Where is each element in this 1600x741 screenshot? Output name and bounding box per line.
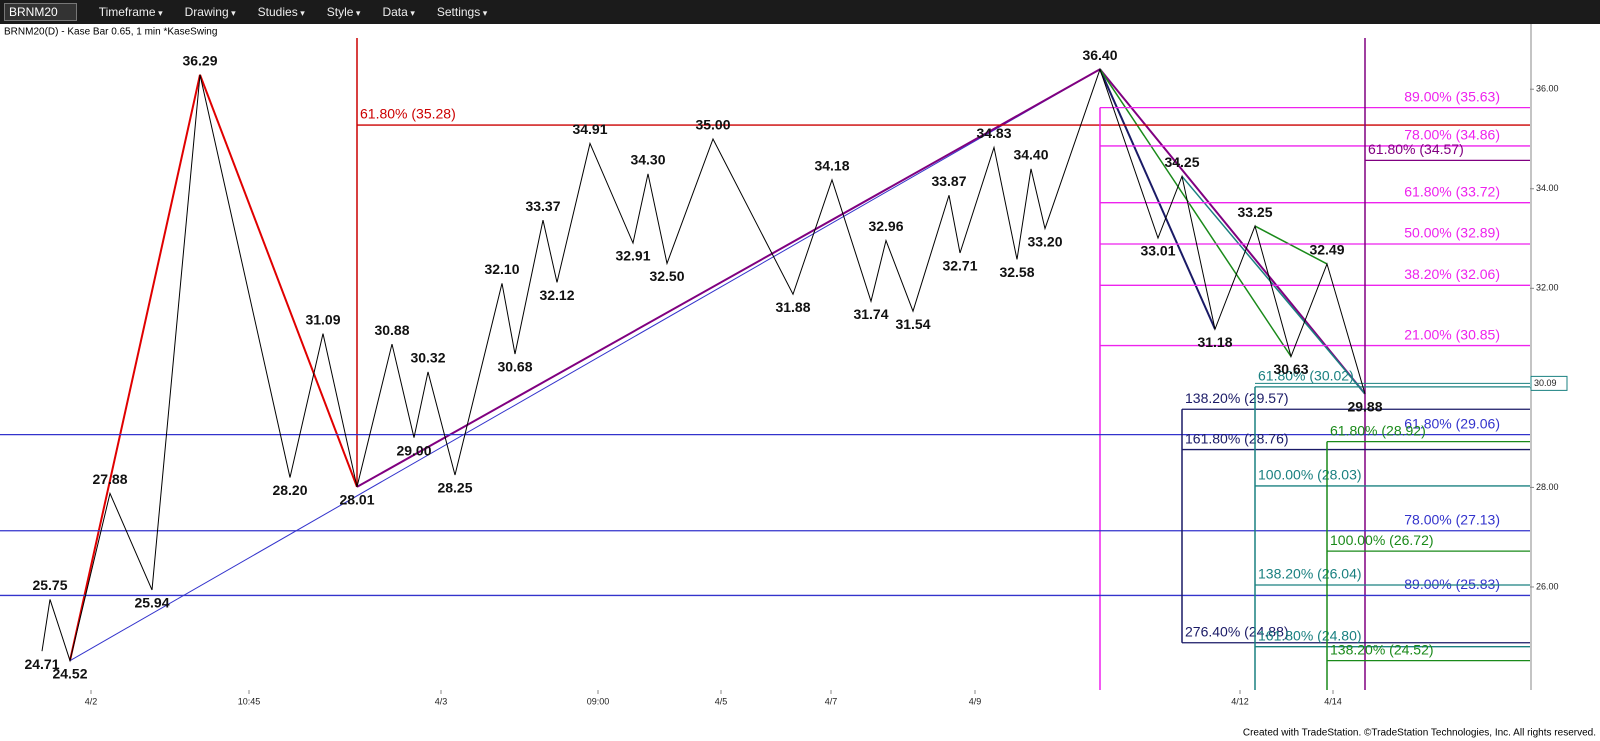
fib-label: 78.00% (27.13) (1404, 511, 1500, 527)
trend-line (1254, 225, 1328, 265)
fib-label: 78.00% (34.86) (1404, 127, 1500, 143)
swing-label: 33.37 (525, 198, 560, 214)
swing-label: 31.74 (853, 306, 888, 322)
chart: BRNM20(D) - Kase Bar 0.65, 1 min *KaseSw… (0, 24, 1596, 739)
swing-label: 31.88 (775, 299, 810, 315)
fib-label: 138.20% (29.57) (1185, 390, 1289, 406)
fib-label: 89.00% (25.83) (1404, 576, 1500, 592)
swing-label: 36.40 (1082, 47, 1117, 63)
swing-label: 27.88 (92, 471, 127, 487)
menu-item[interactable]: Studies (258, 5, 305, 19)
swing-label: 30.32 (410, 350, 445, 366)
trend-line (69, 74, 201, 661)
swing-label: 31.54 (895, 316, 930, 332)
symbol-box[interactable]: BRNM20 (4, 3, 77, 21)
x-tick-label: 4/14 (1324, 696, 1342, 706)
fib-label: 161.80% (28.76) (1185, 430, 1289, 446)
y-tick-label: 32.00 (1536, 283, 1559, 293)
last-price-box (1530, 375, 1568, 391)
swing-label: 34.91 (572, 121, 607, 137)
y-tick-label: 26.00 (1536, 581, 1559, 591)
fib-label: 38.20% (32.06) (1404, 266, 1500, 282)
swing-label: 25.75 (32, 577, 67, 593)
swing-label: 32.91 (615, 248, 650, 264)
swing-label: 29.00 (396, 442, 431, 458)
swing-label: 34.25 (1164, 154, 1199, 170)
menu-item[interactable]: Style (327, 5, 361, 19)
fib-label: 276.40% (24.88) (1185, 623, 1289, 639)
swing-label: 34.18 (814, 158, 849, 174)
swing-label: 30.88 (374, 322, 409, 338)
swing-label: 34.83 (976, 125, 1011, 141)
x-tick-label: 4/9 (969, 696, 982, 706)
swing-label: 33.25 (1237, 204, 1272, 220)
fib-label: 100.00% (26.72) (1330, 532, 1434, 548)
menu-item[interactable]: Data (382, 5, 414, 19)
y-tick-label: 28.00 (1536, 482, 1559, 492)
x-tick-label: 10:45 (238, 696, 261, 706)
swing-line (41, 67, 1366, 663)
swing-label: 32.50 (649, 268, 684, 284)
swing-label: 30.68 (497, 359, 532, 375)
trend-line (1099, 68, 1366, 395)
menu-item[interactable]: Timeframe (99, 5, 163, 19)
menu-item[interactable]: Drawing (185, 5, 236, 19)
fib-label: 61.80% (35.28) (360, 106, 456, 122)
fib-label: 61.80% (34.57) (1368, 141, 1464, 157)
swing-label: 31.09 (305, 311, 340, 327)
y-tick-label: 36.00 (1536, 84, 1559, 94)
swing-label: 28.25 (437, 480, 472, 496)
swing-label: 34.40 (1013, 147, 1048, 163)
swing-label: 31.18 (1197, 334, 1232, 350)
swing-label: 36.29 (182, 52, 217, 68)
toolbar: BRNM20 Timeframe Drawing Studies Style D… (0, 0, 1600, 24)
fib-label: 138.20% (24.52) (1330, 641, 1434, 657)
trend-line (199, 74, 358, 488)
swing-label: 24.71 (24, 656, 59, 672)
swing-label: 24.52 (52, 665, 87, 681)
fib-label: 89.00% (35.63) (1404, 88, 1500, 104)
x-tick-label: 4/2 (85, 696, 98, 706)
x-tick-label: 4/12 (1231, 696, 1249, 706)
swing-label: 25.94 (134, 595, 169, 611)
swing-label: 32.71 (942, 258, 977, 274)
swing-label: 32.96 (868, 218, 903, 234)
fib-label: 61.80% (28.92) (1330, 422, 1426, 438)
x-tick-label: 4/5 (715, 696, 728, 706)
swing-label: 30.63 (1273, 361, 1308, 377)
menu-item[interactable]: Settings (437, 5, 487, 19)
swing-label: 32.10 (484, 261, 519, 277)
fib-label: 100.00% (28.03) (1258, 467, 1362, 483)
swing-label: 33.20 (1027, 233, 1062, 249)
fib-label: 61.80% (30.02) (1258, 368, 1354, 384)
footer: Created with TradeStation. ©TradeStation… (1243, 728, 1596, 739)
chart-title: BRNM20(D) - Kase Bar 0.65, 1 min *KaseSw… (4, 27, 217, 38)
swing-label: 32.58 (999, 264, 1034, 280)
swing-label: 35.00 (695, 117, 730, 133)
fib-label: 50.00% (32.89) (1404, 225, 1500, 241)
trend-line (69, 68, 1101, 662)
fib-label: 61.80% (29.06) (1404, 415, 1500, 431)
trend-line (356, 68, 1101, 488)
fib-label: 61.80% (33.72) (1404, 183, 1500, 199)
x-tick-label: 4/3 (435, 696, 448, 706)
swing-label: 32.49 (1309, 242, 1344, 258)
last-price-label: 30.09 (1534, 378, 1557, 388)
fib-label: 138.20% (26.04) (1258, 566, 1362, 582)
swing-label: 28.20 (272, 482, 307, 498)
trend-line (1099, 68, 1292, 357)
swing-label: 33.01 (1140, 243, 1175, 259)
swing-label: 34.30 (630, 152, 665, 168)
x-tick-label: 09:00 (587, 696, 610, 706)
swing-label: 33.87 (931, 173, 966, 189)
swing-label: 32.12 (539, 287, 574, 303)
swing-label: 28.01 (339, 492, 374, 508)
fib-label: 21.00% (30.85) (1404, 326, 1500, 342)
swing-label: 29.88 (1347, 399, 1382, 415)
x-tick-label: 4/7 (825, 696, 838, 706)
y-tick-label: 34.00 (1536, 183, 1559, 193)
fib-label: 161.80% (24.80) (1258, 627, 1362, 643)
